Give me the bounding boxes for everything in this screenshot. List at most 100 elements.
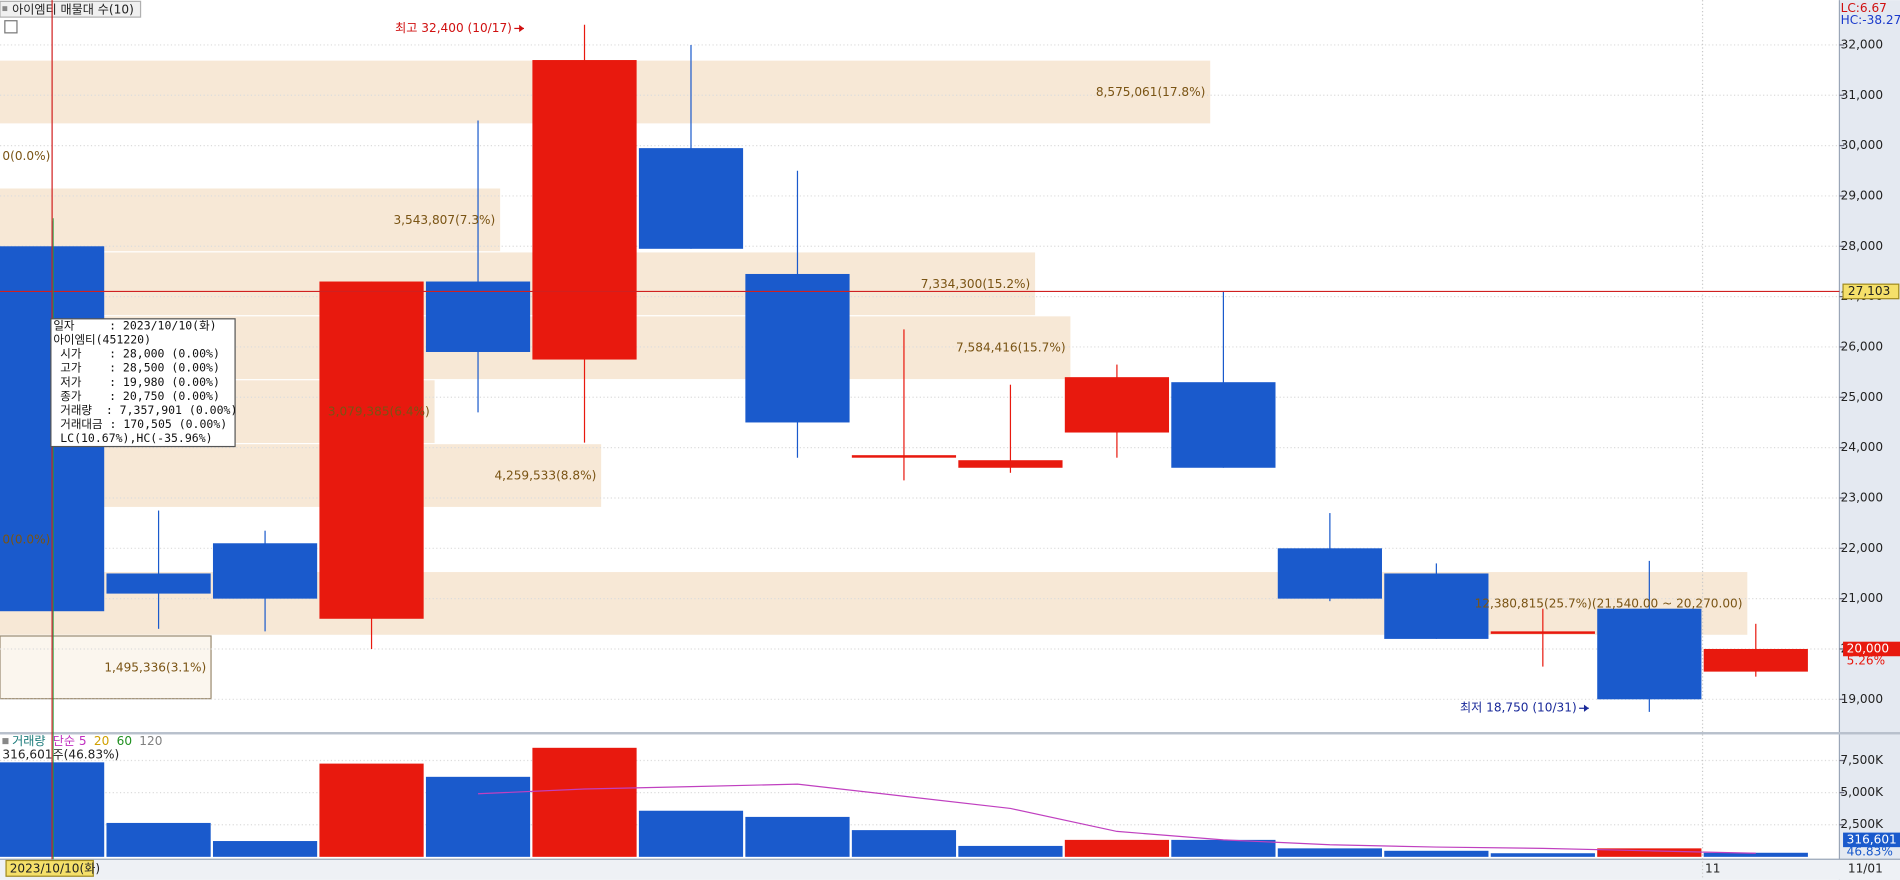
legend-entry: 120 xyxy=(139,734,162,748)
y-tick-label: 29,000 xyxy=(1841,188,1883,202)
candle-body xyxy=(958,460,1063,468)
marks-layer xyxy=(0,24,1808,857)
volume-bar xyxy=(319,763,424,857)
hc-label: HC:-38.27 xyxy=(1841,13,1900,27)
profile-label: 7,584,416(15.7%) xyxy=(956,340,1066,354)
profile-value: 7,334,300(15.2%) xyxy=(921,276,1031,290)
profile-label: 3,079,385(6.4%) xyxy=(328,404,430,418)
y-tick-label: 28,000 xyxy=(1841,239,1883,253)
legend-entry: 20 xyxy=(94,734,109,748)
volume-last-tag xyxy=(1843,832,1900,848)
candle-body xyxy=(212,543,318,599)
tooltip-line: 저가 : 19,980 (0.00%) xyxy=(53,375,220,389)
volume-bar xyxy=(532,747,637,857)
lc-label: LC:6.67 xyxy=(1841,1,1887,15)
crosshair-date-tag xyxy=(5,859,94,877)
volume-bar xyxy=(1277,848,1382,857)
y-tick-label: 23,000 xyxy=(1841,490,1883,504)
volume-bar xyxy=(1064,839,1170,857)
volume-bar xyxy=(212,841,318,857)
legend-icon xyxy=(2,738,9,745)
profile-value: 4,259,533(8.8%) xyxy=(494,468,596,482)
volume-last-percent: 46.83% xyxy=(1847,844,1893,858)
toolbar-icon[interactable] xyxy=(4,20,18,34)
candle-body xyxy=(745,273,850,423)
legend-entry: 단순 5 xyxy=(53,734,87,748)
profile-value: 1,495,336(3.1%) xyxy=(104,660,206,674)
y-tick-label: 2,500K xyxy=(1840,817,1884,831)
volume-bar xyxy=(638,810,744,857)
crosshair-price-label: 27,103 xyxy=(1848,284,1890,298)
date-label: 11/01 xyxy=(1848,861,1883,875)
profile-label: 1,495,336(3.1%) xyxy=(104,660,206,674)
candle-body xyxy=(532,60,637,360)
candle-body xyxy=(106,573,211,594)
profile-label: 12,380,815(25.7%)(21,540.00 ~ 20,270.00) xyxy=(1475,596,1743,610)
crosshair-date-label: 2023/10/10(화) xyxy=(10,861,100,875)
profile-value: 3,079,385(6.4%) xyxy=(328,404,430,418)
pane-divider xyxy=(0,732,1900,735)
candle-body xyxy=(1277,548,1382,599)
chart-title: 아이엠티 매물대 수(10) xyxy=(12,2,134,16)
tooltip-line: 일자 : 2023/10/10(화) xyxy=(53,319,216,333)
volume-bar xyxy=(851,830,957,857)
profile-value: 7,584,416(15.7%) xyxy=(956,340,1066,354)
profile-label: 3,543,807(7.3%) xyxy=(393,212,495,226)
profile-label: 8,575,061(17.8%) xyxy=(1096,85,1206,99)
last-price-label: 20,000 xyxy=(1847,641,1889,655)
profile-label: 4,259,533(8.8%) xyxy=(494,468,596,482)
volume-bar xyxy=(1703,852,1808,857)
y-tick-label: 30,000 xyxy=(1841,138,1883,152)
candle-body xyxy=(319,281,424,619)
candle-body xyxy=(1703,648,1808,672)
ma-line xyxy=(478,783,1756,854)
profile-label: 0(0.0%) xyxy=(2,148,50,162)
x-axis-strip xyxy=(0,859,1900,880)
candle-body xyxy=(1384,573,1489,639)
tooltip-line: 고가 : 28,500 (0.00%) xyxy=(53,361,220,375)
annotation-arrowhead xyxy=(1583,704,1589,712)
x-tick-label: 11 xyxy=(1705,861,1720,875)
y-tick-label: 21,000 xyxy=(1841,591,1883,605)
profile-value: 3,543,807(7.3%) xyxy=(393,212,495,226)
title-box[interactable] xyxy=(0,0,142,18)
profile-value: 12,380,815(25.7%) xyxy=(1475,596,1592,610)
y-tick-label: 19,000 xyxy=(1841,692,1883,706)
legend-entry: 60 xyxy=(117,734,132,748)
crosshair-price-tag xyxy=(1842,283,1900,300)
profile-label: 7,334,300(15.2%) xyxy=(921,276,1031,290)
volume-bar xyxy=(958,845,1063,857)
candle-body xyxy=(638,148,744,249)
last-change-label: 5.26% xyxy=(1847,654,1885,668)
volume-bar xyxy=(1490,853,1595,857)
candle-body xyxy=(851,455,957,458)
y-tick-label: 24,000 xyxy=(1841,440,1883,454)
y-tick-label: 31,000 xyxy=(1841,88,1883,102)
volume-bar xyxy=(745,816,850,857)
tooltip-line: 종가 : 20,750 (0.00%) xyxy=(53,389,220,403)
y-tick-label: 26,000 xyxy=(1841,339,1883,353)
profile-range: (21,540.00 ~ 20,270.00) xyxy=(1592,596,1743,610)
annotation: 최고 32,400 (10/17) xyxy=(395,21,512,35)
annotation: 최저 18,750 (10/31) xyxy=(1460,701,1577,715)
candle-body xyxy=(1490,631,1595,634)
tooltip-line: 거래량 : 7,357,901 (0.00%) xyxy=(53,403,237,417)
profile-value: 8,575,061(17.8%) xyxy=(1096,85,1206,99)
profile-band xyxy=(0,188,501,252)
volume-last-label: 316,601 xyxy=(1847,832,1897,846)
profile-band xyxy=(0,635,212,700)
y-tick-label: 5,000K xyxy=(1840,785,1884,799)
candle-body xyxy=(1597,608,1702,700)
y-tick-label: 32,000 xyxy=(1841,37,1883,51)
volume-header: 316,601주(46.83%) xyxy=(2,748,119,762)
profile-value: 0(0.0%) xyxy=(2,532,50,546)
y-tick-label: 25,000 xyxy=(1841,390,1883,404)
title-icon xyxy=(2,6,8,12)
text-layer: 1,495,336(3.1%) 12,380,815(25.7%)(21,540.… xyxy=(2,21,1742,762)
profile-value: 0(0.0%) xyxy=(2,148,50,162)
y-tick-label: 7,500K xyxy=(1840,753,1884,767)
tooltip-line: 거래대금 : 170,505 (0.00%) xyxy=(53,417,227,431)
candle-body xyxy=(425,281,531,352)
annotation-arrowhead xyxy=(519,24,524,33)
profile-label: 0(0.0%) xyxy=(2,532,50,546)
